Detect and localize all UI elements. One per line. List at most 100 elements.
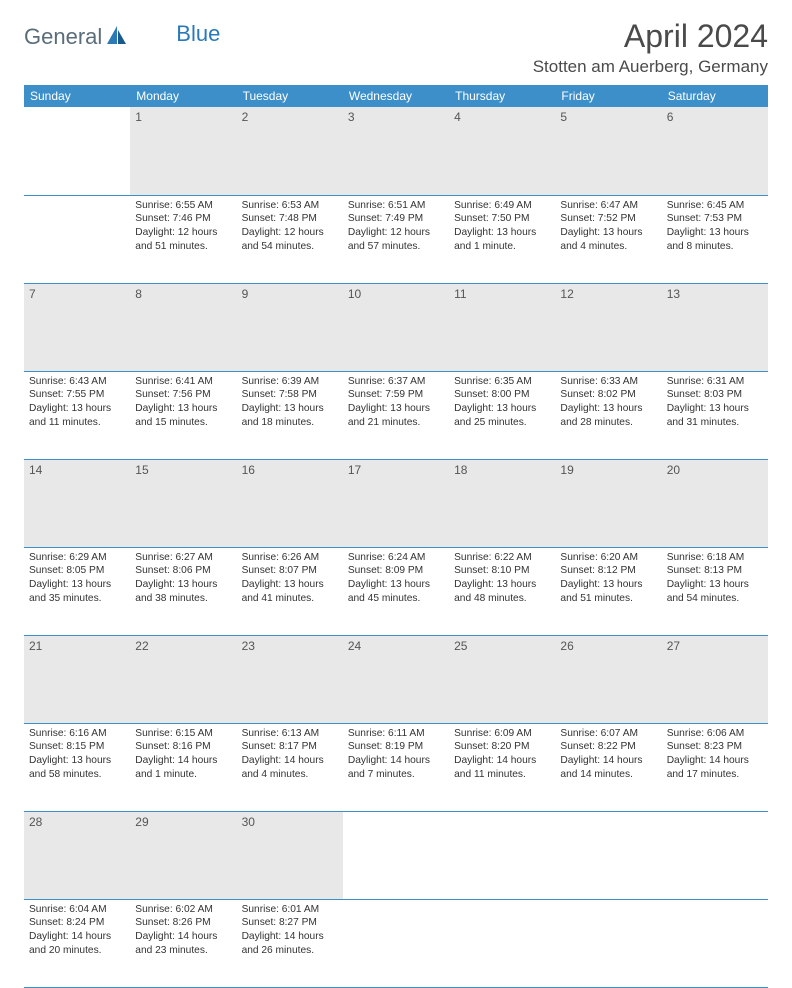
day-number-row: 123456	[24, 107, 768, 195]
day-cell-text: Sunrise: 6:31 AMSunset: 8:03 PMDaylight:…	[667, 375, 763, 430]
day-cell-text: Sunrise: 6:01 AMSunset: 8:27 PMDaylight:…	[242, 903, 338, 958]
day-cell: Sunrise: 6:02 AMSunset: 8:26 PMDaylight:…	[130, 899, 236, 987]
weekday-header: Monday	[130, 85, 236, 107]
day-number-cell: 16	[237, 459, 343, 547]
day-cell: Sunrise: 6:49 AMSunset: 7:50 PMDaylight:…	[449, 195, 555, 283]
day-cell: Sunrise: 6:37 AMSunset: 7:59 PMDaylight:…	[343, 371, 449, 459]
day-cell-text: Sunrise: 6:39 AMSunset: 7:58 PMDaylight:…	[242, 375, 338, 430]
day-cell-text: Sunrise: 6:07 AMSunset: 8:22 PMDaylight:…	[560, 727, 656, 782]
day-cell: Sunrise: 6:09 AMSunset: 8:20 PMDaylight:…	[449, 723, 555, 811]
logo: General Blue	[24, 24, 220, 50]
day-cell: Sunrise: 6:29 AMSunset: 8:05 PMDaylight:…	[24, 547, 130, 635]
day-cell-text: Sunrise: 6:04 AMSunset: 8:24 PMDaylight:…	[29, 903, 125, 958]
calendar-table: Sunday Monday Tuesday Wednesday Thursday…	[24, 85, 768, 988]
day-cell-text: Sunrise: 6:11 AMSunset: 8:19 PMDaylight:…	[348, 727, 444, 782]
weekday-header: Thursday	[449, 85, 555, 107]
day-cell-text: Sunrise: 6:51 AMSunset: 7:49 PMDaylight:…	[348, 199, 444, 254]
day-content-row: Sunrise: 6:04 AMSunset: 8:24 PMDaylight:…	[24, 899, 768, 987]
day-number-cell: 3	[343, 107, 449, 195]
day-cell	[662, 899, 768, 987]
weekday-header: Saturday	[662, 85, 768, 107]
day-cell: Sunrise: 6:01 AMSunset: 8:27 PMDaylight:…	[237, 899, 343, 987]
day-number-cell	[555, 811, 661, 899]
day-number-cell: 2	[237, 107, 343, 195]
day-number-cell	[24, 107, 130, 195]
day-cell-text: Sunrise: 6:06 AMSunset: 8:23 PMDaylight:…	[667, 727, 763, 782]
day-content-row: Sunrise: 6:29 AMSunset: 8:05 PMDaylight:…	[24, 547, 768, 635]
day-cell: Sunrise: 6:47 AMSunset: 7:52 PMDaylight:…	[555, 195, 661, 283]
day-cell-text: Sunrise: 6:43 AMSunset: 7:55 PMDaylight:…	[29, 375, 125, 430]
day-cell	[555, 899, 661, 987]
day-cell-text: Sunrise: 6:26 AMSunset: 8:07 PMDaylight:…	[242, 551, 338, 606]
day-cell: Sunrise: 6:45 AMSunset: 7:53 PMDaylight:…	[662, 195, 768, 283]
location-label: Stotten am Auerberg, Germany	[533, 57, 768, 77]
day-cell: Sunrise: 6:53 AMSunset: 7:48 PMDaylight:…	[237, 195, 343, 283]
day-number-cell: 19	[555, 459, 661, 547]
day-cell-text: Sunrise: 6:33 AMSunset: 8:02 PMDaylight:…	[560, 375, 656, 430]
day-cell	[343, 899, 449, 987]
day-cell-text: Sunrise: 6:41 AMSunset: 7:56 PMDaylight:…	[135, 375, 231, 430]
day-number-cell: 28	[24, 811, 130, 899]
day-number-cell: 18	[449, 459, 555, 547]
day-cell-text: Sunrise: 6:16 AMSunset: 8:15 PMDaylight:…	[29, 727, 125, 782]
logo-text-blue: Blue	[176, 21, 220, 47]
day-cell	[24, 195, 130, 283]
day-cell-text: Sunrise: 6:24 AMSunset: 8:09 PMDaylight:…	[348, 551, 444, 606]
day-number-row: 21222324252627	[24, 635, 768, 723]
day-cell: Sunrise: 6:07 AMSunset: 8:22 PMDaylight:…	[555, 723, 661, 811]
day-number-cell: 14	[24, 459, 130, 547]
day-content-row: Sunrise: 6:16 AMSunset: 8:15 PMDaylight:…	[24, 723, 768, 811]
day-cell: Sunrise: 6:06 AMSunset: 8:23 PMDaylight:…	[662, 723, 768, 811]
day-cell-text: Sunrise: 6:15 AMSunset: 8:16 PMDaylight:…	[135, 727, 231, 782]
day-cell-text: Sunrise: 6:13 AMSunset: 8:17 PMDaylight:…	[242, 727, 338, 782]
day-cell-text: Sunrise: 6:45 AMSunset: 7:53 PMDaylight:…	[667, 199, 763, 254]
day-number-row: 282930	[24, 811, 768, 899]
day-cell: Sunrise: 6:41 AMSunset: 7:56 PMDaylight:…	[130, 371, 236, 459]
logo-text-general: General	[24, 24, 102, 50]
day-content-row: Sunrise: 6:55 AMSunset: 7:46 PMDaylight:…	[24, 195, 768, 283]
day-cell-text: Sunrise: 6:47 AMSunset: 7:52 PMDaylight:…	[560, 199, 656, 254]
title-block: April 2024 Stotten am Auerberg, Germany	[533, 18, 768, 77]
day-number-cell: 17	[343, 459, 449, 547]
day-cell-text: Sunrise: 6:20 AMSunset: 8:12 PMDaylight:…	[560, 551, 656, 606]
day-number-cell: 4	[449, 107, 555, 195]
day-cell-text: Sunrise: 6:53 AMSunset: 7:48 PMDaylight:…	[242, 199, 338, 254]
header: General Blue April 2024 Stotten am Auerb…	[24, 18, 768, 77]
day-number-cell	[662, 811, 768, 899]
day-content-row: Sunrise: 6:43 AMSunset: 7:55 PMDaylight:…	[24, 371, 768, 459]
day-number-row: 14151617181920	[24, 459, 768, 547]
day-cell: Sunrise: 6:51 AMSunset: 7:49 PMDaylight:…	[343, 195, 449, 283]
day-number-cell: 8	[130, 283, 236, 371]
day-cell: Sunrise: 6:55 AMSunset: 7:46 PMDaylight:…	[130, 195, 236, 283]
day-number-cell: 25	[449, 635, 555, 723]
day-cell-text: Sunrise: 6:09 AMSunset: 8:20 PMDaylight:…	[454, 727, 550, 782]
day-number-cell: 5	[555, 107, 661, 195]
day-cell: Sunrise: 6:26 AMSunset: 8:07 PMDaylight:…	[237, 547, 343, 635]
day-cell: Sunrise: 6:15 AMSunset: 8:16 PMDaylight:…	[130, 723, 236, 811]
day-number-cell: 27	[662, 635, 768, 723]
day-cell: Sunrise: 6:33 AMSunset: 8:02 PMDaylight:…	[555, 371, 661, 459]
weekday-header: Sunday	[24, 85, 130, 107]
day-number-cell: 11	[449, 283, 555, 371]
weekday-header-row: Sunday Monday Tuesday Wednesday Thursday…	[24, 85, 768, 107]
day-cell: Sunrise: 6:22 AMSunset: 8:10 PMDaylight:…	[449, 547, 555, 635]
day-number-cell: 9	[237, 283, 343, 371]
day-number-cell: 30	[237, 811, 343, 899]
day-cell: Sunrise: 6:27 AMSunset: 8:06 PMDaylight:…	[130, 547, 236, 635]
day-cell	[449, 899, 555, 987]
day-cell-text: Sunrise: 6:55 AMSunset: 7:46 PMDaylight:…	[135, 199, 231, 254]
day-number-cell: 6	[662, 107, 768, 195]
day-number-cell: 26	[555, 635, 661, 723]
day-number-cell: 29	[130, 811, 236, 899]
day-cell-text: Sunrise: 6:37 AMSunset: 7:59 PMDaylight:…	[348, 375, 444, 430]
day-cell: Sunrise: 6:11 AMSunset: 8:19 PMDaylight:…	[343, 723, 449, 811]
day-cell-text: Sunrise: 6:29 AMSunset: 8:05 PMDaylight:…	[29, 551, 125, 606]
day-number-cell: 1	[130, 107, 236, 195]
day-number-row: 78910111213	[24, 283, 768, 371]
weekday-header: Friday	[555, 85, 661, 107]
day-cell: Sunrise: 6:20 AMSunset: 8:12 PMDaylight:…	[555, 547, 661, 635]
day-number-cell: 20	[662, 459, 768, 547]
day-number-cell: 7	[24, 283, 130, 371]
day-cell: Sunrise: 6:24 AMSunset: 8:09 PMDaylight:…	[343, 547, 449, 635]
day-cell: Sunrise: 6:18 AMSunset: 8:13 PMDaylight:…	[662, 547, 768, 635]
